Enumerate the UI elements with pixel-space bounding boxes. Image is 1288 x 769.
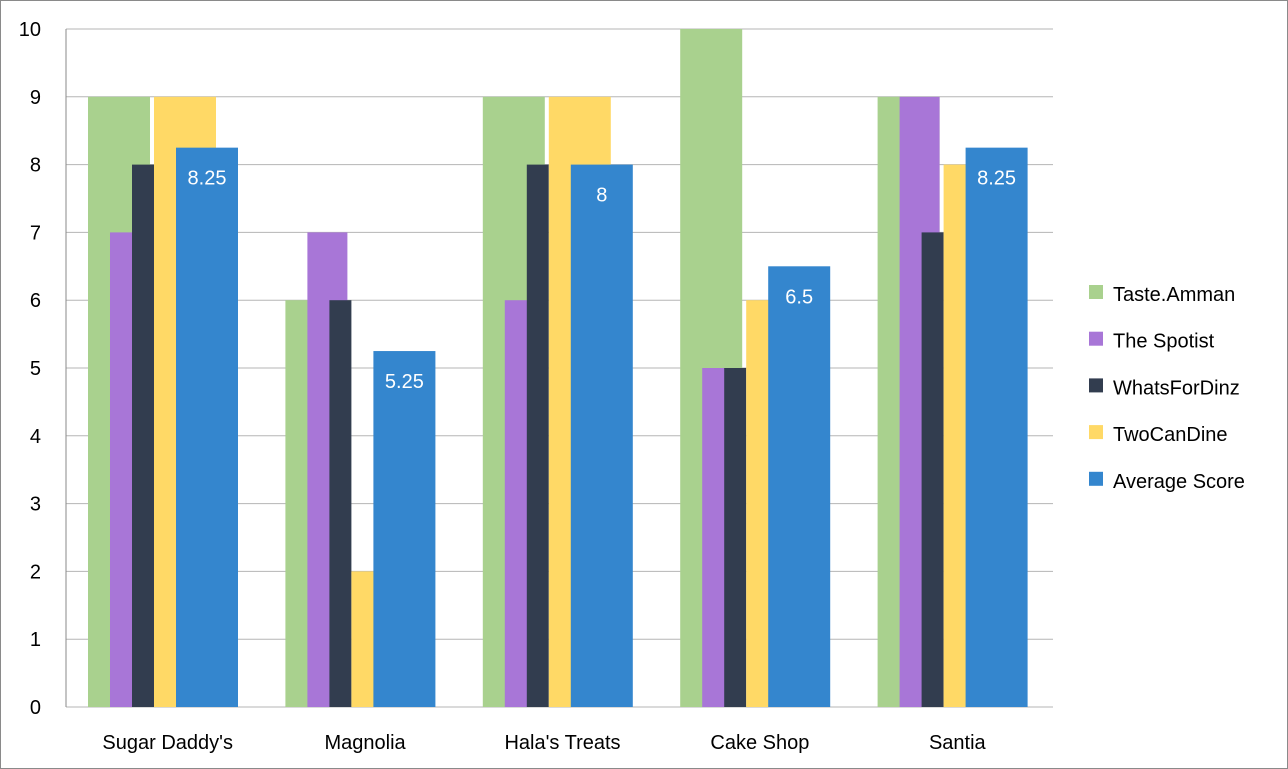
legend-label-average-score: Average Score	[1113, 471, 1245, 493]
axes: 0 1 2 3 4 5 6 7 8 9 10 Sugar Daddy's Magnolia Hala's …	[19, 19, 987, 754]
bar-average-score-hala-s-treats	[570, 164, 633, 708]
y-tick-label: 6	[30, 290, 41, 312]
x-tick-label-cake-shop: Cake Shop	[710, 732, 809, 754]
bar-average-score-sugar-daddy-s	[176, 147, 238, 707]
bar-average-score-cake-shop	[768, 266, 831, 707]
y-tick-label: 9	[30, 87, 41, 109]
y-tick-label: 1	[30, 629, 41, 651]
x-tick-label-sugar-daddy-s: Sugar Daddy's	[102, 732, 233, 754]
bar-average-score-santia	[965, 147, 1028, 707]
y-tick-label: 5	[30, 358, 41, 380]
y-tick-label: 3	[30, 494, 41, 516]
legend-swatch-whatsfordinz	[1089, 378, 1103, 393]
y-tick-label: 4	[30, 426, 41, 448]
bar-whatsfordinz-hala-s-treats	[526, 164, 549, 708]
bar-average-score-magnolia	[373, 351, 436, 707]
legend-label-whatsfordinz: WhatsForDinz	[1113, 377, 1240, 399]
legend-swatch-twocandine	[1089, 425, 1103, 440]
legend-label-the-spotist: The Spotist	[1113, 331, 1215, 353]
y-tick-label: 2	[30, 561, 41, 583]
bar-whatsfordinz-magnolia	[329, 300, 352, 707]
legend-swatch-the-spotist	[1089, 331, 1103, 346]
data-label-santia: 8.25	[977, 168, 1016, 190]
x-tick-label-magnolia: Magnolia	[325, 732, 407, 754]
x-tick-label-hala-s-treats: Hala's Treats	[504, 732, 620, 754]
bars	[88, 29, 1028, 708]
bar-whatsfordinz-santia	[921, 232, 944, 707]
legend: Taste.Amman The Spotist WhatsForDinz TwoCan…	[1089, 284, 1245, 493]
bar-whatsfordinz-cake-shop	[724, 368, 747, 707]
data-label-hala-s-treats: 8	[596, 185, 607, 207]
bar-whatsfordinz-sugar-daddy-s	[132, 164, 154, 708]
legend-swatch-average-score	[1089, 471, 1103, 486]
data-label-sugar-daddy-s: 8.25	[188, 168, 227, 190]
legend-swatch-taste-amman	[1089, 285, 1103, 299]
y-tick-label: 0	[30, 697, 41, 719]
data-label-magnolia: 5.25	[385, 371, 424, 393]
y-tick-label: 10	[19, 19, 41, 41]
data-labels: 8.25 5.25 8 6.5 8.25	[188, 168, 1017, 393]
x-tick-label-santia: Santia	[929, 732, 987, 754]
legend-label-twocandine: TwoCanDine	[1113, 424, 1228, 446]
data-label-cake-shop: 6.5	[785, 286, 813, 308]
y-tick-label: 8	[30, 155, 41, 177]
legend-label-taste-amman: Taste.Amman	[1113, 284, 1235, 306]
y-tick-label: 7	[30, 222, 41, 244]
